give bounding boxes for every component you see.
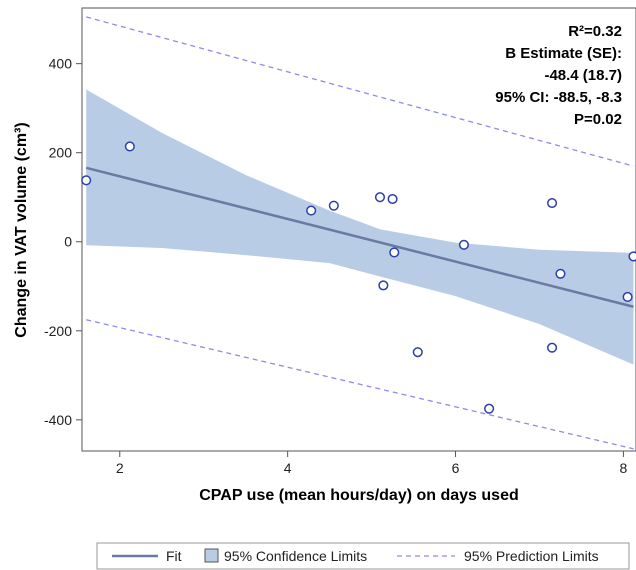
stats-annotation: R²=0.32 B Estimate (SE): -48.4 (18.7) 95… — [495, 23, 622, 128]
data-point-5 — [374, 192, 386, 203]
data-point-8 — [378, 280, 389, 291]
y-tick-label-400: 400 — [49, 56, 73, 72]
prediction-limit-lower — [86, 319, 634, 450]
legend: Fit 95% Confidence Limits 95% Prediction… — [96, 542, 630, 570]
x-tick-label-4: 4 — [284, 460, 292, 476]
legend-band-swatch — [204, 548, 219, 563]
data-point-10 — [458, 239, 469, 250]
confidence-band-layer — [86, 89, 634, 365]
data-point-3 — [306, 205, 317, 216]
confidence-band — [86, 89, 634, 365]
data-point-12 — [547, 197, 558, 209]
data-point-1 — [81, 175, 92, 186]
data-point-16 — [628, 251, 636, 262]
data-point-4 — [328, 200, 339, 211]
data-point-11 — [484, 403, 495, 414]
prediction-limits-layer — [86, 16, 634, 450]
x-axis-title: CPAP use (mean hours/day) on days used — [199, 487, 519, 504]
x-tick-label-8: 8 — [620, 460, 628, 476]
legend-fit-label: Fit — [166, 548, 182, 564]
annotation-line-5: P=0.02 — [574, 111, 622, 128]
fit-line — [85, 166, 634, 308]
data-point-7 — [389, 247, 400, 258]
annotation-line-4: 95% CI: -88.5, -8.3 — [495, 89, 622, 106]
data-point-13 — [547, 342, 558, 353]
y-tick-label-0: 0 — [64, 234, 72, 250]
legend-confidence-label: 95% Confidence Limits — [224, 548, 367, 564]
data-point-2 — [124, 141, 135, 152]
fit-line-layer — [85, 166, 634, 308]
data-point-14 — [555, 268, 566, 279]
axes-layer: 2 4 6 8 -400 -200 0 200 400 — [44, 56, 628, 476]
data-point-15 — [622, 291, 633, 303]
x-tick-label-6: 6 — [452, 460, 460, 476]
annotation-line-1: R²=0.32 — [568, 23, 622, 40]
x-tick-label-2: 2 — [116, 460, 124, 476]
prediction-limit-upper — [86, 16, 634, 167]
data-point-6 — [387, 193, 398, 205]
plot-frame — [81, 7, 636, 452]
y-tick-label--200: -200 — [44, 323, 72, 339]
y-tick-label--400: -400 — [44, 412, 72, 428]
points-layer — [81, 141, 636, 414]
legend-box — [96, 542, 630, 570]
legend-prediction-label: 95% Prediction Limits — [464, 548, 599, 564]
y-tick-label-200: 200 — [49, 145, 73, 161]
annotation-line-2: B Estimate (SE): — [505, 45, 622, 62]
y-axis-title: Change in VAT volume (cm³) — [13, 122, 30, 337]
annotation-line-3: -48.4 (18.7) — [544, 67, 622, 84]
data-point-9 — [412, 347, 423, 358]
